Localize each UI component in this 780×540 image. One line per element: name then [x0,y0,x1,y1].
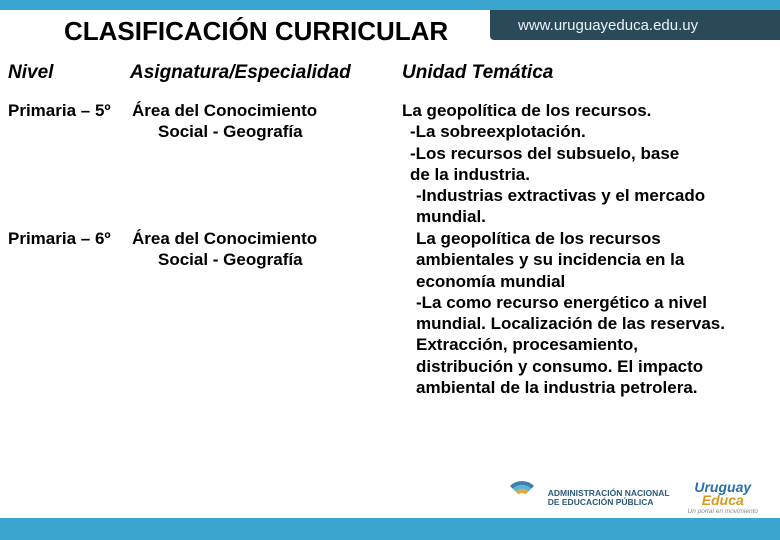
asignatura-main: Área del Conocimiento [132,100,402,121]
asignatura-sub: Social - Geografía [132,249,402,270]
cell-asignatura: Área del Conocimiento Social - Geografía [130,228,402,398]
anep-line2: DE EDUCACIÓN PÚBLICA [548,498,670,507]
unidad-line: -La como recurso energético a nivel [402,292,772,313]
unidad-line: ambiental de la industria petrolera. [402,377,772,398]
url-band: www.uruguayeduca.edu.uy [490,10,780,40]
unidad-line: -La sobreexplotación. [402,121,772,142]
unidad-line: La geopolítica de los recursos. [402,100,772,121]
site-url: www.uruguayeduca.edu.uy [518,17,698,34]
page-title: CLASIFICACIÓN CURRICULAR [64,16,448,47]
logo-anep: ADMINISTRACIÓN NACIONAL DE EDUCACIÓN PÚB… [504,480,670,516]
cell-unidad: La geopolítica de los recursos ambiental… [402,228,772,398]
unidad-line: distribución y consumo. El impacto [402,356,772,377]
unidad-line: mundial. [402,206,772,227]
unidad-line: -Industrias extractivas y el mercado [402,185,772,206]
uruguay-word2: Educa [702,494,744,507]
unidad-line: ambientales y su incidencia en la [402,249,772,270]
unidad-line: Extracción, procesamiento, [402,334,772,355]
cell-nivel: Primaria – 6º [8,228,130,398]
unidad-line: -Los recursos del subsuelo, base [402,143,772,164]
col-header-nivel: Nivel [8,62,130,84]
table-header: Nivel Asignatura/Especialidad Unidad Tem… [8,62,772,84]
asignatura-main: Área del Conocimiento [132,228,402,249]
col-header-unidad: Unidad Temática [402,62,772,84]
footer-logos: ADMINISTRACIÓN NACIONAL DE EDUCACIÓN PÚB… [504,480,758,516]
bottom-accent-bar [0,518,780,540]
anep-text: ADMINISTRACIÓN NACIONAL DE EDUCACIÓN PÚB… [548,489,670,507]
table-row: Primaria – 6º Área del Conocimiento Soci… [8,228,772,398]
unidad-line: economía mundial [402,271,772,292]
unidad-line: de la industria. [402,164,772,185]
logo-uruguay-educa: Uruguay Educa Un portal en movimiento [688,481,758,514]
cell-asignatura: Área del Conocimiento Social - Geografía [130,100,402,228]
cell-unidad: La geopolítica de los recursos. -La sobr… [402,100,772,228]
unidad-line: La geopolítica de los recursos [402,228,772,249]
table-row: Primaria – 5º Área del Conocimiento Soci… [8,100,772,228]
cell-nivel: Primaria – 5º [8,100,130,228]
unidad-line: mundial. Localización de las reservas. [402,313,772,334]
anep-swoosh-icon [504,480,540,516]
uruguay-tagline: Un portal en movimiento [688,509,758,515]
col-header-asignatura: Asignatura/Especialidad [130,62,402,84]
asignatura-sub: Social - Geografía [132,121,402,142]
top-accent-bar [0,0,780,10]
